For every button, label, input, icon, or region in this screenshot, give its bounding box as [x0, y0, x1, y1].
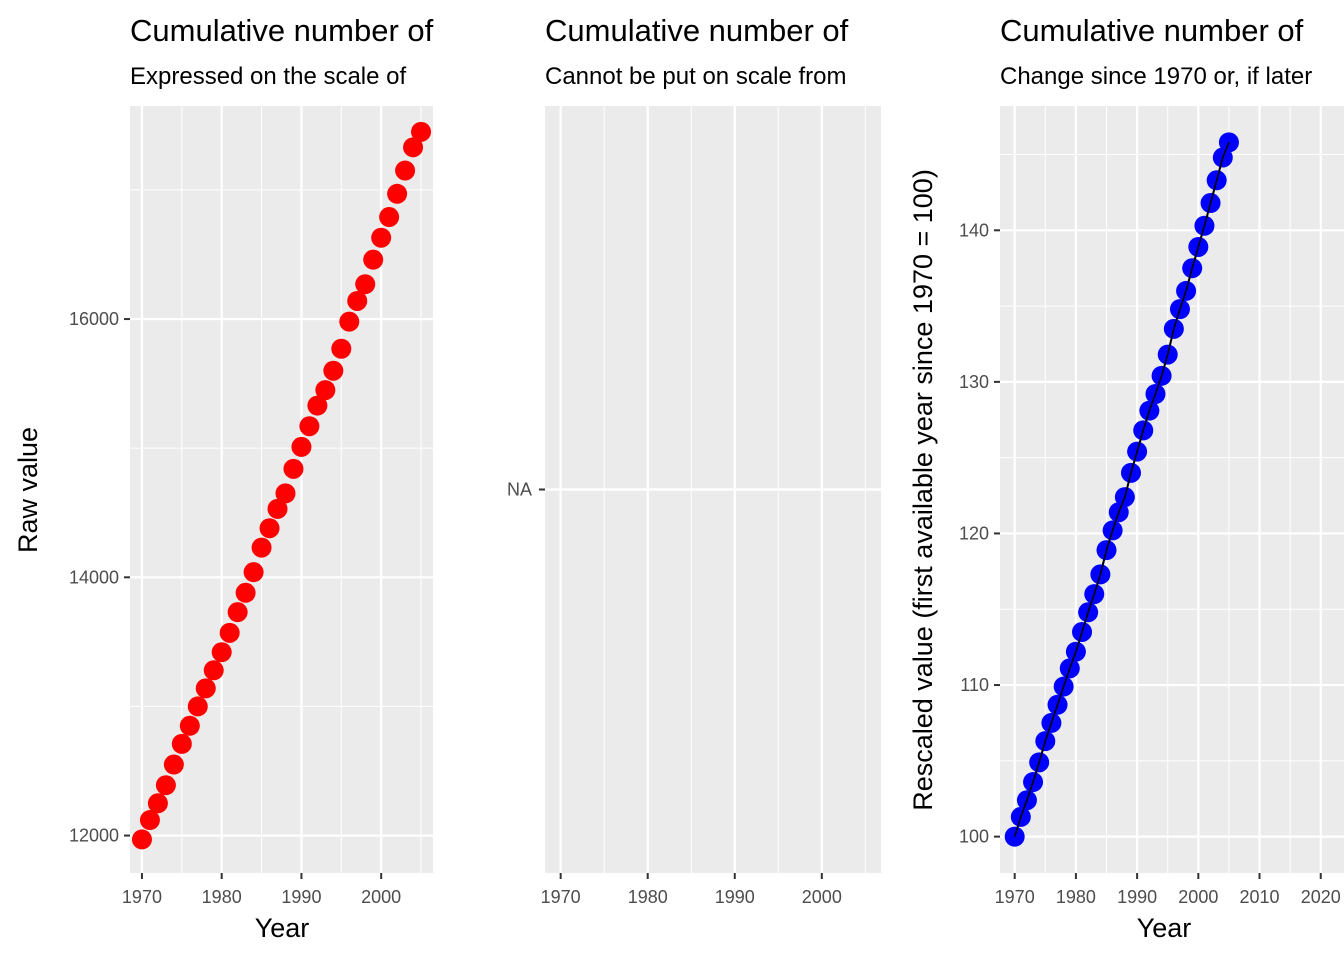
data-point [379, 207, 400, 228]
panel-1-y-axis-title: Raw value [13, 427, 43, 553]
data-point [339, 311, 360, 332]
panel-3-y-axis-title: Rescaled value (first available year sin… [908, 169, 938, 811]
x-tick-label: 2000 [361, 887, 401, 907]
data-point [155, 775, 176, 796]
data-point [235, 582, 256, 603]
x-tick-label: 1970 [122, 887, 162, 907]
y-tick-label: NA [507, 480, 532, 500]
panel-2-subtitle: Cannot be put on scale from [545, 63, 847, 90]
data-point [323, 360, 344, 381]
y-tick-label: 130 [959, 372, 989, 392]
data-point [387, 183, 408, 204]
x-tick-label: 1980 [628, 887, 668, 907]
data-point [139, 810, 160, 831]
data-point [355, 274, 376, 295]
x-tick-label: 1970 [541, 887, 581, 907]
data-point [179, 715, 200, 736]
x-tick-label: 2010 [1240, 887, 1280, 907]
panel-2-title: Cumulative number of [545, 13, 849, 48]
y-tick-label: 16000 [69, 309, 119, 329]
data-point [147, 793, 168, 814]
panel-1-title: Cumulative number of [130, 13, 434, 48]
x-tick-label: 1980 [202, 887, 242, 907]
panel-1-x-axis-title: Year [255, 913, 310, 943]
y-tick-label: 12000 [69, 826, 119, 846]
y-tick-label: 140 [959, 220, 989, 240]
data-point [195, 678, 216, 699]
data-point [331, 338, 352, 359]
panel-3-axes: 1970 1980 1990 2000 2010 2020 100 110 120 130 140 [959, 220, 1341, 907]
data-point [299, 416, 320, 437]
data-point [267, 498, 288, 519]
panel-3-plot-background [1000, 106, 1344, 873]
panel-2: Cumulative number of Cannot be put on sc… [507, 13, 881, 907]
data-point [275, 483, 296, 504]
series-line-overlay [1013, 142, 1230, 837]
data-point [163, 754, 184, 775]
data-point [227, 602, 248, 623]
data-point [243, 562, 264, 583]
data-point [203, 660, 224, 681]
data-point [259, 518, 280, 539]
data-point [403, 137, 424, 158]
panel-3-title: Cumulative number of [1000, 13, 1304, 48]
panel-3-gridlines [1000, 106, 1344, 873]
data-point [371, 227, 392, 248]
panel-3-subtitle: Change since 1970 or, if later [1000, 63, 1312, 90]
panel-3: Cumulative number of Change since 1970 o… [908, 13, 1344, 943]
data-point [187, 696, 208, 717]
data-point [315, 380, 336, 401]
y-tick-label: 110 [960, 675, 989, 695]
data-point [307, 395, 328, 416]
data-point [395, 160, 416, 181]
x-tick-label: 1990 [1117, 887, 1157, 907]
panel-1: Cumulative number of Expressed on the sc… [13, 13, 434, 943]
y-tick-label: 120 [959, 523, 989, 543]
panel-2-gridlines [545, 106, 881, 873]
panel-1-points [131, 121, 432, 850]
x-tick-label: 1990 [281, 887, 321, 907]
x-tick-label: 1980 [1056, 887, 1096, 907]
data-point [219, 622, 240, 643]
panel-1-subtitle: Expressed on the scale of [130, 63, 406, 90]
panel-3-x-axis-title: Year [1137, 913, 1192, 943]
data-point [211, 642, 232, 663]
panel-1-axes: 1970 1980 1990 2000 12000 14000 16000 [69, 309, 401, 907]
data-point [171, 733, 192, 754]
data-point [411, 121, 432, 142]
y-tick-label: 14000 [69, 567, 119, 587]
data-point [251, 537, 272, 558]
data-point [347, 290, 368, 311]
x-tick-label: 2000 [802, 887, 842, 907]
panel-2-axes: 1970 1980 1990 2000 NA [507, 480, 842, 908]
x-tick-label: 2020 [1301, 887, 1341, 907]
x-tick-label: 1970 [995, 887, 1035, 907]
x-tick-label: 1990 [715, 887, 755, 907]
panel-3-marks [1004, 132, 1239, 847]
data-point [291, 436, 312, 457]
y-tick-label: 100 [959, 827, 989, 847]
data-point [363, 249, 384, 270]
data-point [131, 829, 152, 850]
data-point [283, 458, 304, 479]
x-tick-label: 2000 [1178, 887, 1218, 907]
